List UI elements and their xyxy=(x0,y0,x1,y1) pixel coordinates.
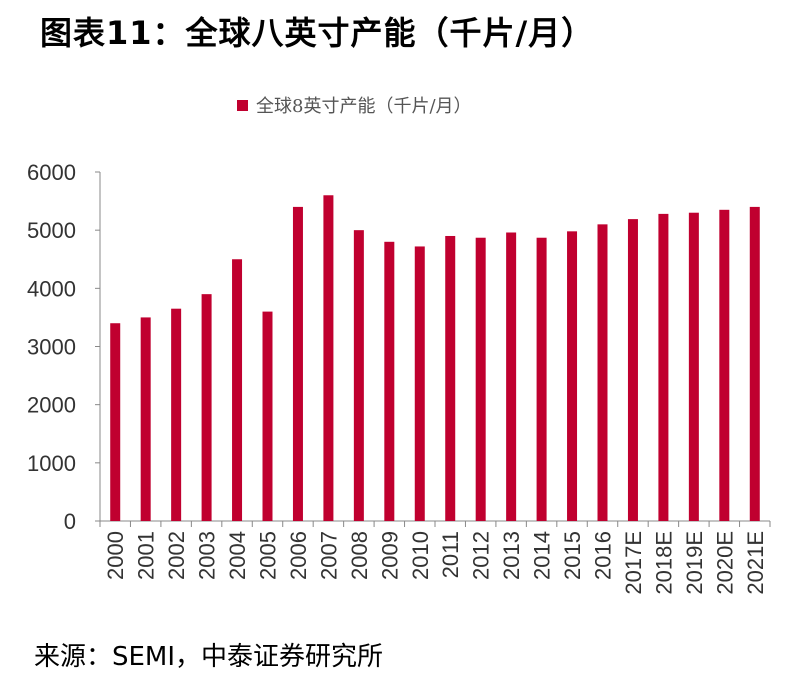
x-tick-label: 2017E xyxy=(621,531,646,595)
x-tick-label: 2013 xyxy=(499,531,524,580)
x-tick-label: 2004 xyxy=(225,531,250,580)
bar-2001 xyxy=(140,317,151,521)
x-tick-label: 2008 xyxy=(347,531,372,580)
source-note: 来源：SEMI，中泰证券研究所 xyxy=(34,642,384,672)
y-tick-label: 1000 xyxy=(27,451,76,476)
y-tick-label: 2000 xyxy=(27,393,76,418)
bar-2014 xyxy=(536,237,547,521)
x-tick-label: 2009 xyxy=(377,531,402,580)
bar-2010 xyxy=(414,246,425,521)
bar-2017E xyxy=(627,219,638,522)
x-tick-label: 2002 xyxy=(164,531,189,580)
x-tick-label: 2006 xyxy=(286,531,311,580)
bar-2005 xyxy=(262,311,273,521)
x-tick-label: 2016 xyxy=(591,531,616,580)
y-tick-label: 6000 xyxy=(27,160,76,185)
x-tick-label: 2003 xyxy=(195,531,220,580)
bar-2015 xyxy=(567,231,578,521)
bar-2002 xyxy=(171,308,182,521)
x-tick-label: 2012 xyxy=(469,531,494,580)
bar-2011 xyxy=(445,235,456,521)
bar-2008 xyxy=(353,230,364,521)
x-tick-label: 2019E xyxy=(682,531,707,595)
bar-2000 xyxy=(110,323,121,521)
bar-2007 xyxy=(323,195,334,521)
figure-title: 图表11：全球八英寸产能（千片/月） xyxy=(40,14,595,52)
y-tick-label: 5000 xyxy=(27,218,76,243)
bar-2003 xyxy=(201,294,212,521)
x-tick-label: 2011 xyxy=(438,531,463,578)
bar-2009 xyxy=(384,241,395,522)
legend-swatch xyxy=(237,100,248,111)
x-tick-label: 2000 xyxy=(103,531,128,580)
x-tick-label: 2005 xyxy=(256,531,281,580)
bar-2013 xyxy=(506,232,517,521)
y-tick-label: 4000 xyxy=(27,276,76,301)
bar-2019E xyxy=(688,212,699,521)
bar-2016 xyxy=(597,224,608,521)
x-tick-label: 2015 xyxy=(560,531,585,580)
bar-2012 xyxy=(475,237,486,521)
x-tick-label: 2007 xyxy=(316,531,341,580)
bar-2020E xyxy=(719,209,730,521)
x-tick-label: 2014 xyxy=(530,531,555,580)
x-tick-label: 2021E xyxy=(743,531,768,595)
legend-label: 全球8英寸产能（千片/月） xyxy=(256,96,472,117)
x-tick-label: 2010 xyxy=(408,531,433,580)
bar-2021E xyxy=(749,206,760,521)
bar-2018E xyxy=(658,213,669,521)
x-tick-label: 2018E xyxy=(651,531,676,595)
x-tick-label: 2020E xyxy=(712,531,737,595)
y-tick-label: 0 xyxy=(64,509,76,534)
bar-2004 xyxy=(232,259,243,521)
y-tick-label: 3000 xyxy=(27,335,76,360)
bar-2006 xyxy=(292,206,303,521)
x-tick-label: 2001 xyxy=(134,531,159,580)
